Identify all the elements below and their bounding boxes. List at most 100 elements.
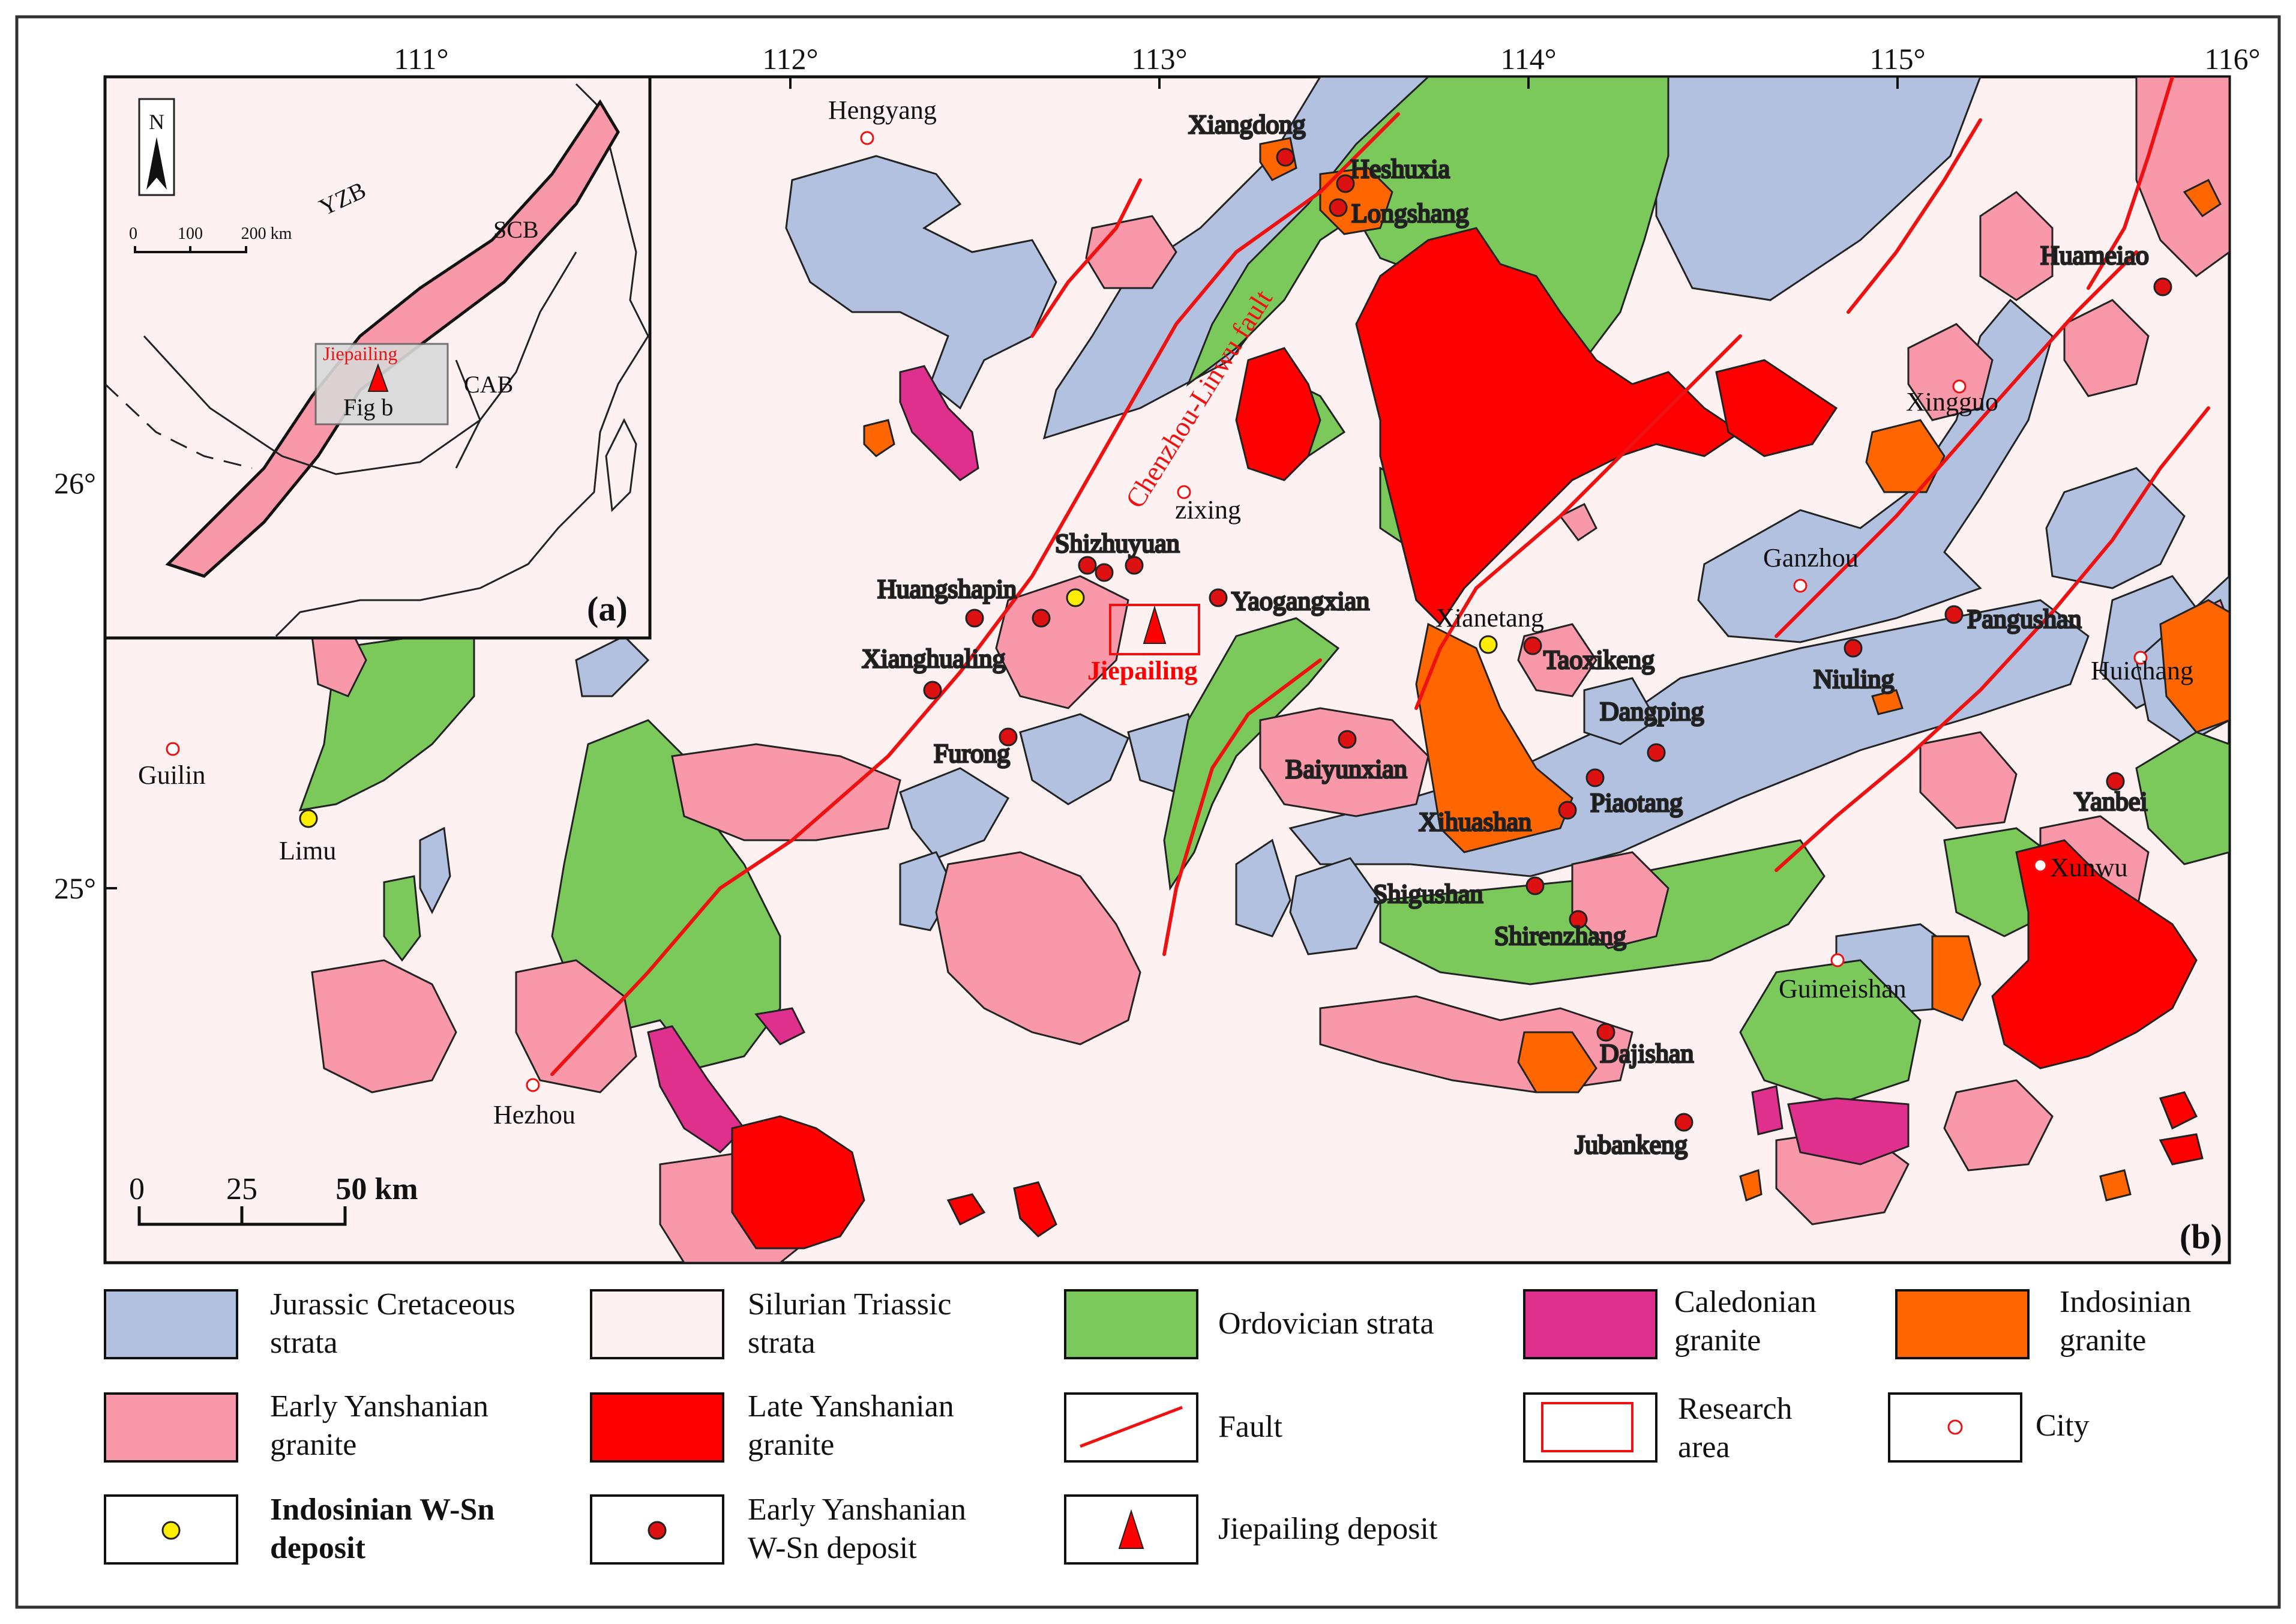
indosinian-granite-unit (2099, 1169, 2132, 1201)
indosinian-granite-unit (1739, 1168, 1763, 1202)
north-arrow-label: N (149, 110, 164, 134)
inset-coastline (275, 83, 649, 637)
caledonian-unit (899, 365, 979, 481)
city-marker (860, 131, 874, 145)
jk-unit (1235, 838, 1291, 937)
ordovician-unit (1163, 617, 1340, 891)
indosinian-granite-unit (2159, 599, 2229, 733)
faults (550, 77, 2210, 1076)
inset-scale-label: 0 (129, 224, 137, 243)
legend-label: Indosinian W-Sn (270, 1493, 494, 1527)
lon-tick-label: 115° (1869, 42, 1925, 76)
deposit-label: Niuling (1814, 664, 1894, 694)
early-yanshanian-unit (2063, 299, 2150, 397)
yanshanian-deposit-marker (1329, 198, 1348, 217)
inset-jiepailing-label: Jiepailing (323, 343, 397, 364)
legend-label: Indosinian (2060, 1285, 2192, 1319)
legend-label: W-Sn deposit (748, 1531, 917, 1565)
legend-swatch-jurassic-cretaceous (104, 1289, 238, 1359)
late-yanshanian-unit (731, 1115, 865, 1250)
jk-unit (575, 635, 650, 697)
yanshanian-deposit-marker (1647, 743, 1666, 762)
deposit-label: Dangping (1600, 697, 1704, 726)
indosinian-granite-unit (863, 419, 895, 457)
indosinian-deposit-marker (1479, 635, 1498, 654)
early-yanshanian-unit (1259, 707, 1429, 817)
yanshanian-deposit-marker (965, 609, 984, 628)
early-yanshanian-unit (1943, 1079, 2054, 1171)
legend-label: deposit (270, 1531, 366, 1565)
yanshanian-deposit-marker (1338, 730, 1357, 749)
research-area-box (1109, 604, 1200, 655)
yanshanian-deposit-marker (1523, 636, 1542, 655)
early-yanshanian-unit (515, 959, 637, 1093)
lon-tick-label: 114° (1500, 42, 1556, 76)
deposit-label: Baiyunxian (1285, 754, 1407, 784)
deposit-label: Xihuashan (1419, 807, 1531, 837)
deposit-label: Xianghualing (862, 644, 1006, 673)
legend-label: Fault (1218, 1410, 1282, 1444)
deposit-label: Dajishan (1600, 1039, 1693, 1068)
deposit-label: Limu (279, 836, 336, 865)
legend-label: Silurian Triassic (748, 1287, 952, 1322)
panel-label-b: (b) (2180, 1217, 2222, 1256)
city-marker (1952, 379, 1967, 394)
deposit-label: Piaotang (1590, 788, 1683, 817)
scale-label: 25 (226, 1172, 257, 1206)
legend-label: strata (270, 1326, 338, 1360)
late-yanshanian-unit (2159, 1091, 2198, 1130)
deposit-label: Jubankeng (1575, 1130, 1687, 1159)
main-scale-bar: 0 25 50 km (129, 1172, 418, 1226)
indosinian-deposit-marker (299, 809, 318, 828)
deposit-label: Furong (934, 739, 1010, 768)
jk-unit (1042, 77, 1429, 440)
indosinian-granite-unit (1871, 689, 1904, 715)
latitude-ticks: 26° 25° (54, 466, 117, 905)
early-yanshanian-unit (1907, 323, 1994, 421)
legend-label: Late Yanshanian (748, 1389, 954, 1424)
indosinian-granite-unit (2183, 178, 2222, 218)
early-yanshanian-unit (2135, 77, 2229, 277)
inset-scale-bar: 0 100 200 km (129, 224, 292, 253)
city-label: Hezhou (493, 1100, 576, 1129)
yanshanian-deposit-marker (923, 681, 942, 700)
longitude-ticks: 111° 112° 113° 114° 115° 116° (394, 42, 2261, 89)
yanshanian-deposit-marker (1276, 148, 1295, 167)
yanshanian-deposit-marker (1558, 801, 1577, 820)
indosinian-granite-unit (1517, 1031, 1597, 1093)
yanshanian-deposit-marker (1569, 910, 1588, 929)
fault-line (2087, 77, 2174, 290)
jk-unit (1289, 857, 1381, 955)
late-yanshanian-unit (1991, 839, 2198, 1069)
yanshanian-deposit-marker (1209, 588, 1228, 607)
fault-line (1775, 250, 2138, 638)
legend-label: Caledonian (1674, 1285, 1817, 1319)
yanshanian-deposit-marker (999, 727, 1018, 747)
deposit-label: Shirenzhang (1494, 921, 1626, 951)
fault-line (1030, 178, 1142, 338)
zone-label-cab: CAB (464, 371, 513, 398)
deposit-label: Shigushan (1373, 879, 1483, 909)
early-yanshanian-unit (995, 575, 1129, 709)
inset-island (605, 418, 637, 513)
scb-belt (165, 99, 620, 578)
deposit-label: Huangshapin (877, 574, 1017, 604)
late-yanshanian-unit (1013, 1181, 1057, 1238)
yanshanian-deposit-marker (1095, 563, 1114, 582)
fault-line (1414, 586, 1478, 710)
lon-tick-label: 112° (762, 42, 818, 76)
yanshanian-deposit-marker (1585, 768, 1605, 787)
deposit-label: Yaogangxian (1231, 586, 1369, 616)
yanshanian-deposit-marker (2153, 277, 2172, 296)
deposit-label: Yanbei (2074, 787, 2148, 816)
city-marker (2133, 651, 2148, 665)
legend-label: granite (748, 1428, 834, 1462)
yanshanian-deposit-marker (1944, 605, 1964, 624)
city-marker (1830, 953, 1845, 967)
city-label: Ganzhou (1763, 543, 1859, 573)
early-yanshanian-unit (935, 851, 1141, 1045)
legend-label: Early Yanshanian (270, 1389, 488, 1424)
indosinian-granite-unit (1931, 935, 1982, 1021)
early-yanshanian-unit (1571, 851, 1669, 949)
yanshanian-deposit-marker (1032, 609, 1051, 628)
